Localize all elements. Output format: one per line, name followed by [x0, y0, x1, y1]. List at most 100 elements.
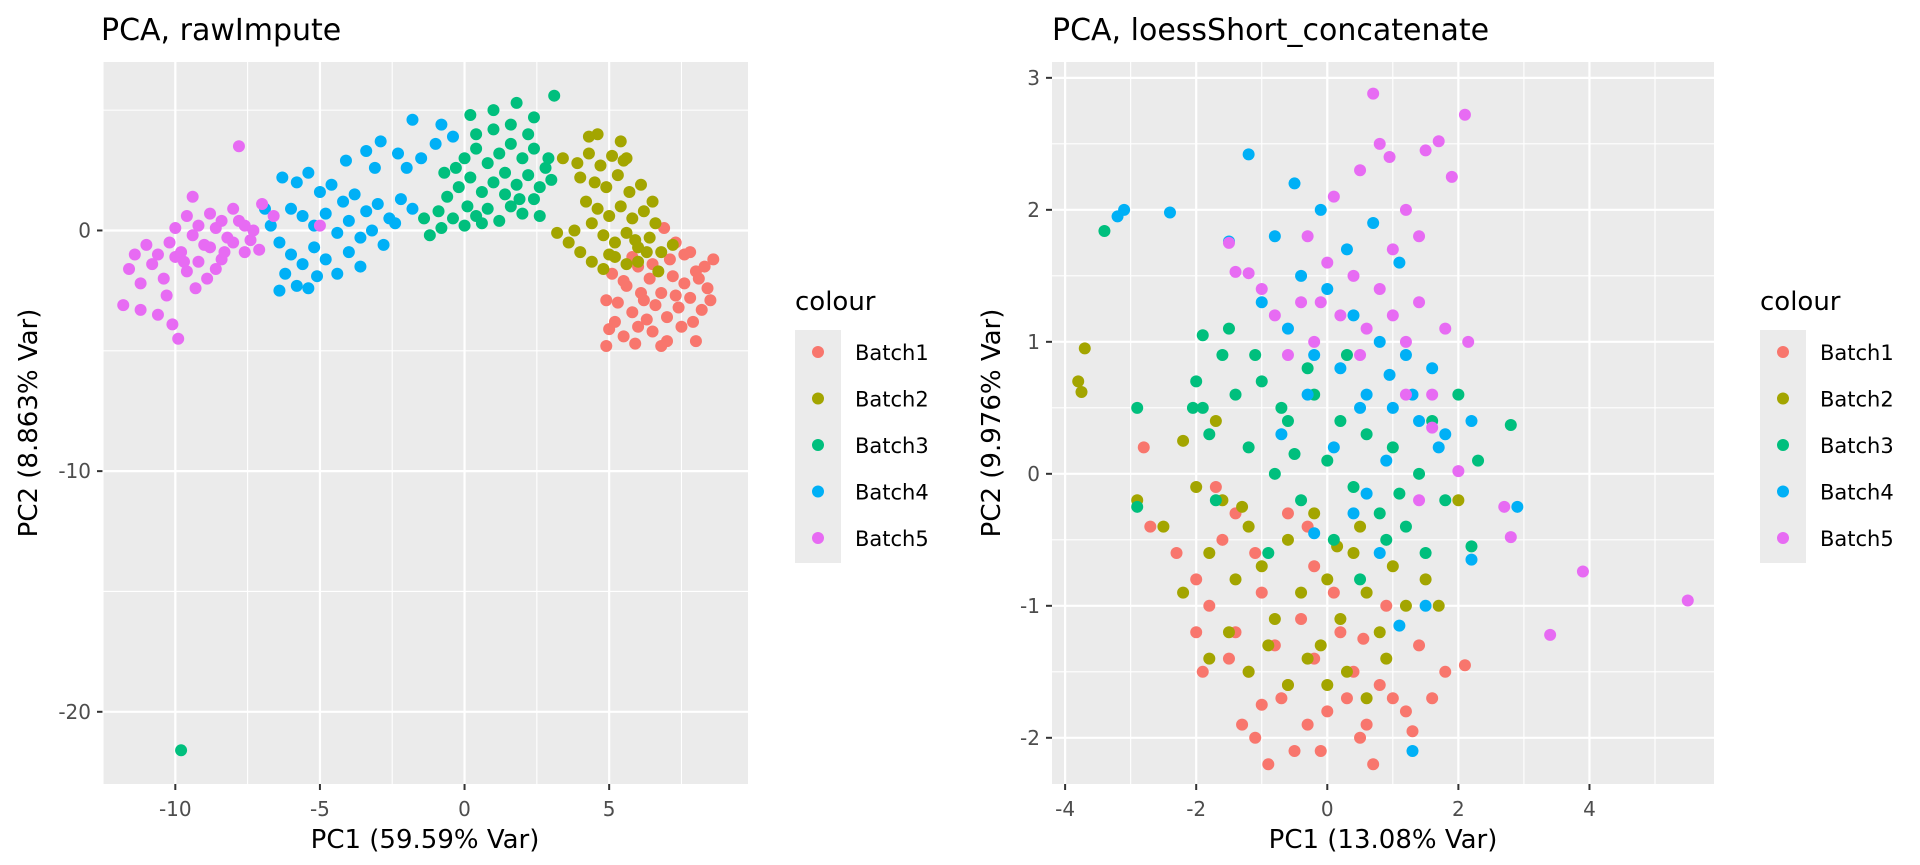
point-batch5	[1301, 230, 1314, 243]
point-batch3	[1504, 418, 1517, 431]
point-batch5	[1222, 236, 1235, 249]
point-batch3	[449, 161, 462, 174]
point-batch3	[1340, 349, 1353, 362]
point-batch2	[585, 255, 598, 268]
point-batch4	[1118, 203, 1131, 216]
point-batch5	[253, 243, 266, 256]
point-batch5	[1413, 230, 1426, 243]
chart-2-x-tick-label: -2	[1186, 797, 1206, 821]
point-batch2	[1386, 560, 1399, 573]
point-batch4	[435, 118, 448, 131]
chart-2-x-tick-label: 0	[1321, 797, 1334, 821]
point-batch5	[146, 258, 159, 271]
point-batch4	[308, 241, 321, 254]
point-batch5	[204, 207, 217, 220]
point-batch5	[157, 272, 170, 285]
point-batch3	[516, 207, 529, 220]
point-batch3	[475, 185, 488, 198]
point-batch2	[1354, 520, 1367, 533]
point-batch2	[620, 226, 633, 239]
point-batch4	[1373, 547, 1386, 560]
point-batch1	[655, 339, 668, 352]
point-batch3	[464, 108, 477, 121]
point-batch5	[1347, 269, 1360, 282]
point-batch2	[1281, 679, 1294, 692]
point-batch1	[649, 299, 662, 312]
point-batch5	[1426, 388, 1439, 401]
point-batch5	[128, 248, 141, 261]
point-batch4	[331, 226, 344, 239]
point-batch2	[574, 171, 587, 184]
point-batch4	[319, 253, 332, 266]
point-batch1	[1386, 692, 1399, 705]
point-batch4	[360, 205, 373, 218]
point-batch4	[1347, 309, 1360, 322]
point-batch5	[1354, 164, 1367, 177]
point-batch4	[264, 219, 277, 232]
legend-label-batch5: Batch5	[1820, 527, 1894, 551]
point-batch4	[1295, 269, 1308, 282]
point-batch4	[1301, 388, 1314, 401]
chart-2-y-axis-title: PC2 (9.976% Var)	[977, 309, 1007, 538]
point-batch2	[551, 226, 564, 239]
point-batch1	[611, 296, 624, 309]
point-batch4	[1393, 256, 1406, 269]
point-batch4	[1327, 441, 1340, 454]
point-batch1	[695, 303, 708, 316]
point-batch5	[1544, 628, 1557, 641]
point-batch3	[1373, 507, 1386, 520]
point-batch3	[1354, 573, 1367, 586]
point-batch4	[1439, 428, 1452, 441]
point-batch5	[1432, 135, 1445, 148]
legend-label-batch1: Batch1	[1820, 341, 1894, 365]
point-batch3	[1301, 362, 1314, 375]
point-batch1	[1196, 665, 1209, 678]
point-batch3	[1295, 494, 1308, 507]
point-batch2	[620, 258, 633, 271]
point-batch3	[516, 152, 529, 165]
point-batch1	[669, 289, 682, 302]
point-batch5	[1373, 137, 1386, 150]
point-batch2	[1347, 547, 1360, 560]
point-batch1	[617, 275, 630, 288]
point-batch3	[464, 171, 477, 184]
point-batch2	[614, 200, 627, 213]
point-batch3	[1393, 487, 1406, 500]
point-batch5	[244, 234, 257, 247]
point-batch2	[1360, 586, 1373, 599]
point-batch5	[232, 140, 245, 153]
point-batch3	[533, 210, 546, 223]
point-batch4	[1163, 206, 1176, 219]
point-batch2	[1301, 652, 1314, 665]
point-batch3	[1249, 349, 1262, 362]
legend-key-batch1	[1777, 346, 1789, 358]
point-batch5	[123, 262, 136, 275]
point-batch4	[273, 284, 286, 297]
point-batch3	[1452, 388, 1465, 401]
point-batch1	[672, 301, 685, 314]
point-batch3	[418, 212, 431, 225]
chart-2-y-tick-label: -2	[1020, 726, 1040, 750]
chart-1: PCA, rawImpute -20 -10 0 -10 -5 0 5 PC1 (59.5…	[14, 13, 929, 855]
point-batch3	[493, 147, 506, 160]
chart-2-title: PCA, loessShort_concatenate	[1052, 13, 1489, 48]
point-batch5	[177, 255, 190, 268]
point-batch3	[1360, 428, 1373, 441]
point-batch3	[1472, 454, 1485, 467]
point-batch3	[481, 157, 494, 170]
point-batch2	[603, 248, 616, 261]
point-batch2	[1281, 533, 1294, 546]
point-batch5	[218, 246, 231, 259]
chart-1-x-tick-label: -5	[310, 797, 330, 821]
point-batch2	[1399, 599, 1412, 612]
point-batch5	[140, 238, 153, 251]
point-batch4	[273, 236, 286, 249]
point-batch2	[1321, 679, 1334, 692]
point-batch3	[493, 214, 506, 227]
point-batch4	[406, 113, 419, 126]
point-batch3	[1268, 467, 1281, 480]
point-batch1	[646, 325, 659, 338]
point-batch2	[652, 265, 665, 278]
point-batch4	[354, 231, 367, 244]
point-batch2	[1242, 665, 1255, 678]
